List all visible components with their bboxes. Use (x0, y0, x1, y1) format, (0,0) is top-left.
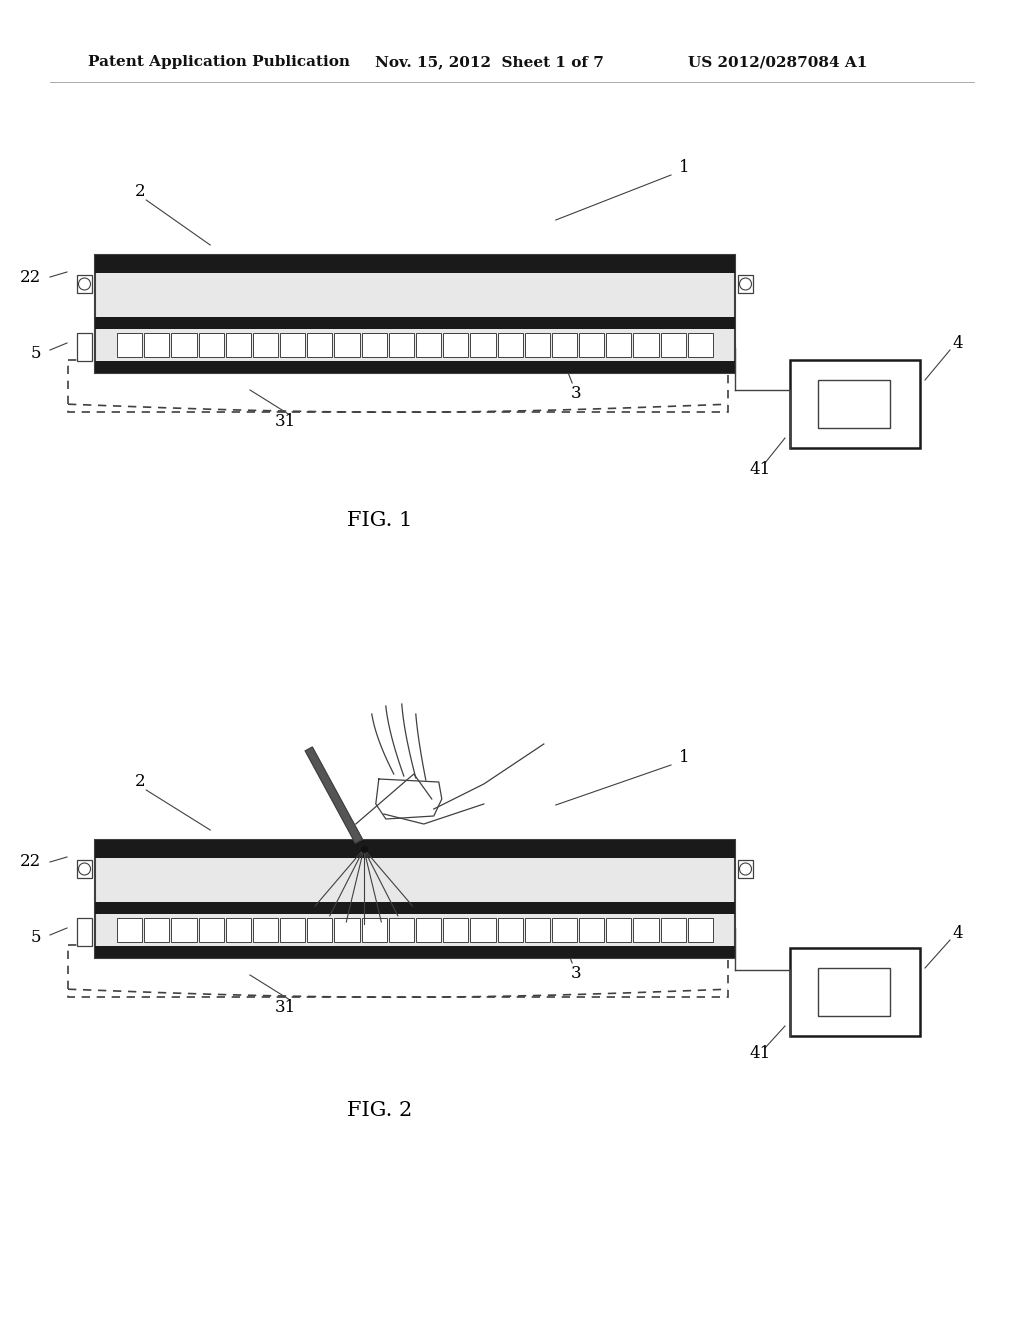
Bar (95, 840, 735, 958)
Bar (171, 333, 197, 356)
Text: 22: 22 (19, 854, 41, 870)
Bar (77, 861, 92, 878)
Bar (634, 333, 658, 356)
Circle shape (739, 863, 752, 875)
Text: 5: 5 (31, 929, 41, 946)
Bar (95, 946, 735, 958)
Bar (68, 360, 728, 412)
Bar (580, 333, 604, 356)
Bar (68, 945, 728, 997)
Circle shape (79, 279, 90, 290)
Bar (660, 917, 686, 942)
Bar (416, 917, 441, 942)
Text: 4: 4 (952, 335, 964, 352)
Bar (688, 333, 713, 356)
Bar (790, 948, 920, 1036)
Bar (361, 917, 387, 942)
Bar (818, 380, 890, 428)
Bar (253, 333, 279, 356)
Bar (470, 917, 496, 942)
Text: 1: 1 (679, 160, 689, 177)
Bar (117, 333, 142, 356)
Text: 4: 4 (952, 925, 964, 942)
Bar (307, 917, 333, 942)
Bar (95, 255, 735, 273)
Bar (335, 917, 359, 942)
Bar (281, 917, 305, 942)
Text: 31: 31 (274, 998, 296, 1015)
Bar (606, 333, 632, 356)
Bar (524, 333, 550, 356)
Text: 31: 31 (274, 413, 296, 430)
Text: US 2012/0287084 A1: US 2012/0287084 A1 (688, 55, 867, 69)
Bar (95, 840, 735, 858)
Bar (470, 333, 496, 356)
Bar (606, 917, 632, 942)
Circle shape (79, 863, 90, 875)
Bar (498, 917, 522, 942)
Polygon shape (305, 747, 362, 843)
Bar (498, 333, 522, 356)
Text: 3: 3 (571, 965, 582, 982)
Text: Nov. 15, 2012  Sheet 1 of 7: Nov. 15, 2012 Sheet 1 of 7 (375, 55, 604, 69)
Bar (199, 917, 223, 942)
Text: 1: 1 (679, 750, 689, 767)
Bar (225, 917, 251, 942)
Bar (524, 917, 550, 942)
Bar (552, 333, 578, 356)
Bar (361, 333, 387, 356)
Bar (738, 275, 753, 293)
Bar (580, 917, 604, 942)
Bar (818, 968, 890, 1016)
Bar (790, 360, 920, 447)
Bar (77, 333, 92, 360)
Bar (307, 333, 333, 356)
Bar (389, 917, 414, 942)
Text: 22: 22 (19, 268, 41, 285)
Bar (95, 255, 735, 374)
Text: 41: 41 (750, 1045, 771, 1063)
Bar (443, 333, 468, 356)
Bar (688, 917, 713, 942)
Bar (416, 333, 441, 356)
Text: 2: 2 (134, 183, 145, 201)
Bar (95, 360, 735, 374)
Bar (443, 917, 468, 942)
Text: Patent Application Publication: Patent Application Publication (88, 55, 350, 69)
Bar (634, 917, 658, 942)
Bar (77, 275, 92, 293)
Text: 3: 3 (571, 384, 582, 401)
Bar (281, 333, 305, 356)
Text: 2: 2 (134, 774, 145, 791)
Bar (738, 861, 753, 878)
Bar (552, 917, 578, 942)
Bar (117, 917, 142, 942)
Bar (77, 917, 92, 946)
Bar (660, 333, 686, 356)
Text: 41: 41 (750, 462, 771, 479)
Bar (171, 917, 197, 942)
Bar (95, 317, 735, 329)
Bar (389, 333, 414, 356)
Bar (199, 333, 223, 356)
Text: 5: 5 (31, 345, 41, 362)
Bar (95, 902, 735, 913)
Bar (253, 917, 279, 942)
Text: FIG. 1: FIG. 1 (347, 511, 413, 529)
Bar (225, 333, 251, 356)
Bar (335, 333, 359, 356)
Bar (144, 917, 169, 942)
Bar (144, 333, 169, 356)
Circle shape (739, 279, 752, 290)
Text: FIG. 2: FIG. 2 (347, 1101, 413, 1119)
